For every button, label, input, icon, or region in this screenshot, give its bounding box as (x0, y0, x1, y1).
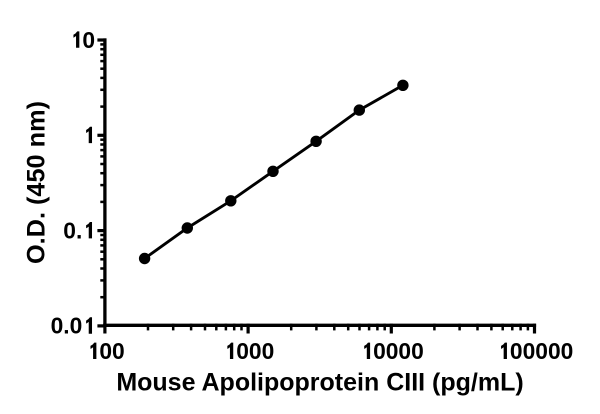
svg-text:0.0: 0.0 (51, 313, 95, 339)
svg-text:0: 0 (70, 27, 95, 53)
svg-text:00000: 00000 (497, 338, 573, 364)
svg-text:O.D. (450 nm): O.D. (450 nm) (22, 101, 50, 264)
svg-text:0000: 0000 (360, 338, 423, 364)
svg-text:00: 00 (87, 338, 125, 364)
svg-text:Mouse Apolipoprotein CIII (pg/: Mouse Apolipoprotein CIII (pg/mL) (116, 369, 523, 397)
